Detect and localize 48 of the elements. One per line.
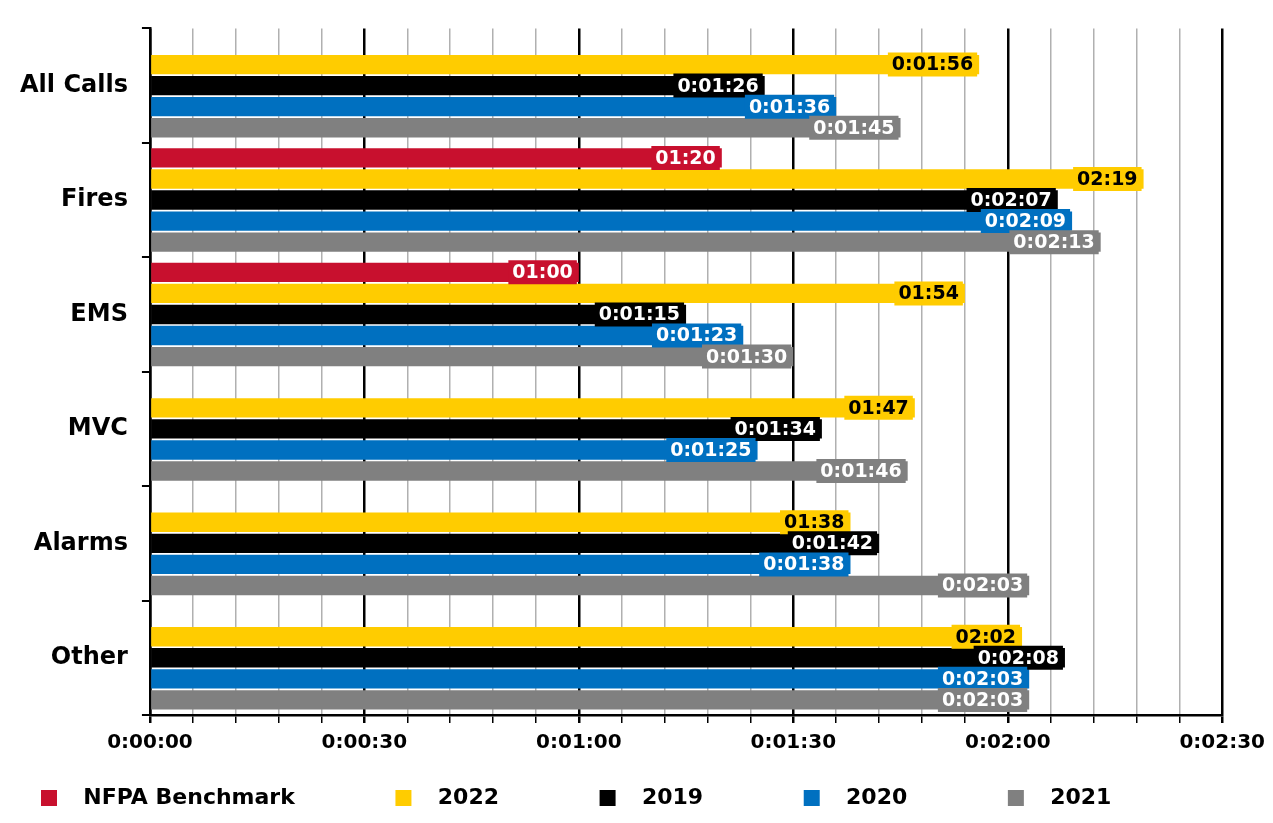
data-label: 0:02:03 — [941, 573, 1024, 596]
data-label: 0:01:30 — [705, 344, 788, 367]
bar — [151, 148, 722, 168]
x-tick-label: 0:01:00 — [536, 729, 622, 754]
data-label: 01:47 — [848, 395, 909, 418]
legend-label: 2019 — [626, 783, 780, 809]
bar — [151, 169, 1144, 189]
legend-label: 2020 — [830, 783, 984, 809]
y-tick-label: MVC — [67, 413, 128, 442]
data-label: 0:01:23 — [655, 323, 738, 346]
data-label: 0:01:56 — [891, 52, 974, 75]
bar — [151, 690, 1030, 710]
data-label: 0:01:34 — [734, 416, 816, 439]
data-label: 0:01:42 — [791, 531, 874, 554]
bar — [151, 211, 1073, 231]
data-label: 0:01:36 — [748, 94, 831, 117]
data-label: 02:19 — [1077, 166, 1138, 189]
x-tick-label: 0:02:30 — [1179, 729, 1265, 754]
data-label: 0:02:03 — [941, 666, 1024, 689]
x-tick-label: 0:00:00 — [107, 729, 193, 754]
data-label: 0:02:07 — [970, 187, 1052, 210]
legend-label: 2022 — [422, 783, 576, 809]
x-tick-label: 0:00:30 — [321, 729, 408, 754]
data-label: 01:38 — [784, 510, 845, 533]
data-label: 0:01:45 — [813, 115, 895, 138]
legend-label: NFPA Benchmark — [68, 783, 372, 809]
data-label: 02:02 — [955, 624, 1017, 647]
y-tick-label: Other — [50, 642, 129, 671]
data-label: 0:02:13 — [1013, 230, 1095, 253]
data-label: 0:01:25 — [670, 437, 752, 460]
legend-label: 2021 — [1034, 783, 1188, 809]
data-label: 0:01:15 — [598, 302, 681, 325]
bar — [151, 461, 908, 481]
x-tick-label: 0:02:00 — [964, 729, 1051, 754]
data-label: 0:01:46 — [820, 458, 902, 481]
y-tick-label: All Calls — [19, 69, 128, 98]
data-label: 01:00 — [512, 260, 573, 283]
data-label: 0:02:08 — [977, 645, 1059, 668]
data-label: 0:02:09 — [984, 209, 1067, 232]
data-label: 0:01:26 — [677, 73, 759, 96]
y-tick-label: Fires — [60, 184, 128, 213]
y-tick-label: Alarms — [33, 527, 128, 556]
data-label: 0:01:38 — [763, 552, 845, 575]
data-label: 0:02:03 — [941, 687, 1024, 710]
data-label: 01:54 — [898, 281, 959, 304]
y-tick-label: EMS — [70, 298, 128, 327]
x-tick-label: 0:01:30 — [750, 729, 837, 754]
data-label: 01:20 — [655, 145, 716, 168]
